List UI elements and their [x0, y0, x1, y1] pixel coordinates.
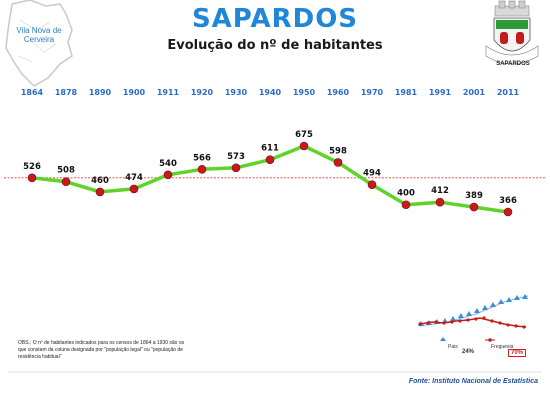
x-tick-label: 1940: [259, 88, 282, 97]
data-label: 474: [125, 173, 143, 183]
x-tick-label: 1900: [123, 88, 146, 97]
data-point: [265, 155, 275, 164]
coat-of-arms-label: SAPARDOS: [496, 61, 530, 67]
data-point: [367, 180, 377, 189]
data-point: [333, 158, 343, 167]
x-tick-label: 1960: [327, 88, 350, 97]
data-label: 526: [23, 162, 41, 172]
data-label: 400: [397, 189, 415, 199]
data-label: 494: [363, 169, 381, 179]
main-chart: 1864 1878 1890 1900 1911 1920 1930 1940 1950 1960…: [4, 88, 546, 217]
data-label: 566: [193, 153, 211, 163]
data-label: 540: [159, 159, 177, 169]
x-tick-label: 1930: [225, 88, 248, 97]
data-point: [503, 207, 513, 217]
legend-freguesia: Freguesia: [491, 344, 514, 350]
legend-pais: Pais: [448, 344, 458, 350]
data-point: [299, 141, 309, 151]
data-point: [401, 200, 411, 210]
data-label: 389: [465, 191, 483, 201]
mini-comparison-chart: [418, 294, 529, 342]
x-tick-label: 2011: [497, 88, 520, 97]
x-tick-label: 1911: [157, 88, 180, 97]
data-label: 460: [91, 176, 109, 186]
x-tick-label: 1970: [361, 88, 384, 97]
map-inner-borders: [17, 19, 57, 63]
observation-note: OBS.: O nº de habitantes indicados para …: [18, 340, 185, 360]
map-label: Vila Nova de Cerveira: [16, 26, 62, 44]
x-tick-label: 1878: [55, 88, 78, 97]
x-tick-label: 1890: [89, 88, 112, 97]
data-point: [95, 187, 105, 197]
page-subtitle: Evolução do nº de habitantes: [167, 38, 383, 53]
data-point: [231, 163, 241, 173]
data-point: [27, 173, 37, 183]
data-point: [163, 170, 173, 180]
source-note: Fonte: Instituto Nacional de Estatística: [408, 378, 538, 385]
data-point: [129, 184, 139, 194]
coat-of-arms-icon: [485, 0, 539, 65]
x-tick-label: 2001: [463, 88, 486, 97]
data-point: [435, 197, 445, 207]
data-point: [61, 177, 71, 186]
mini-pct-pais: 24%: [462, 349, 475, 355]
data-label: 611: [261, 144, 279, 154]
data-label: 675: [295, 130, 313, 140]
page-title: SAPARDOS: [191, 4, 359, 34]
mini-chart-legend: Pais Freguesia: [436, 344, 513, 350]
x-tick-label: 1864: [21, 88, 44, 97]
x-tick-label: 1991: [429, 88, 452, 97]
x-tick-label: 1981: [395, 88, 418, 97]
data-point: [469, 202, 479, 212]
data-point: [197, 164, 207, 174]
x-tick-label: 1950: [293, 88, 316, 97]
mini-pct-freguesia: 70%: [508, 349, 527, 357]
data-label: 412: [431, 186, 449, 196]
x-tick-label: 1920: [191, 88, 214, 97]
data-label: 573: [227, 152, 245, 162]
data-label: 598: [329, 146, 347, 156]
data-label: 366: [499, 196, 517, 206]
data-label: 508: [57, 166, 75, 176]
